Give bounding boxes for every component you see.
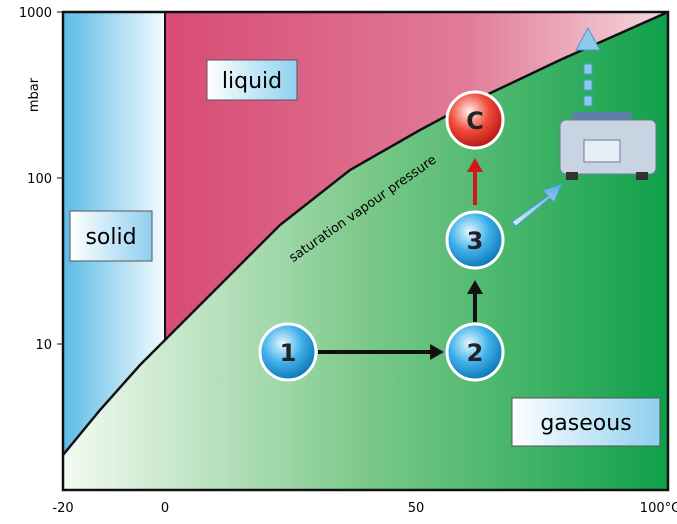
arrow-head (467, 280, 483, 294)
step-circle (445, 90, 505, 150)
solid-label: solid (85, 225, 136, 250)
step-circle (445, 322, 505, 382)
x-tick-label: -20 (52, 501, 73, 516)
step-label: 1 (280, 339, 297, 367)
pump-foot (636, 172, 648, 180)
step-label: 2 (467, 339, 484, 367)
exhaust-arrow (575, 26, 601, 107)
pump-foot (566, 172, 578, 180)
x-tick-label: 0 (161, 501, 169, 516)
y-tick-label: 10 (35, 338, 52, 353)
step-circle (445, 210, 505, 270)
y-tick-label: 1000 (19, 6, 52, 21)
x-tick-label: 100°C (640, 501, 677, 516)
gaseous-label: gaseous (540, 411, 631, 436)
y-unit: mbar (27, 77, 42, 112)
pump-panel (583, 139, 621, 163)
label-box (69, 210, 153, 262)
arrow-to-pump (511, 183, 563, 227)
step-circle (258, 322, 318, 382)
x-tick-label: 50 (408, 501, 425, 516)
y-tick-label: 100 (27, 172, 52, 187)
step-label: C (466, 107, 484, 135)
steps: 1 2 3 C (258, 90, 505, 382)
label-box (511, 397, 661, 447)
pump (559, 112, 657, 180)
arrows (318, 26, 601, 360)
step-label: 3 (467, 227, 484, 255)
liquid-label: liquid (222, 69, 282, 94)
arrow-head (430, 344, 444, 360)
vapour-curve (62, 10, 669, 456)
axes: 1000 100 10 mbar -20 0 50 100°C (19, 6, 677, 516)
plot-frame (61, 10, 670, 492)
label-box (206, 59, 298, 101)
arrow-head (467, 158, 483, 172)
